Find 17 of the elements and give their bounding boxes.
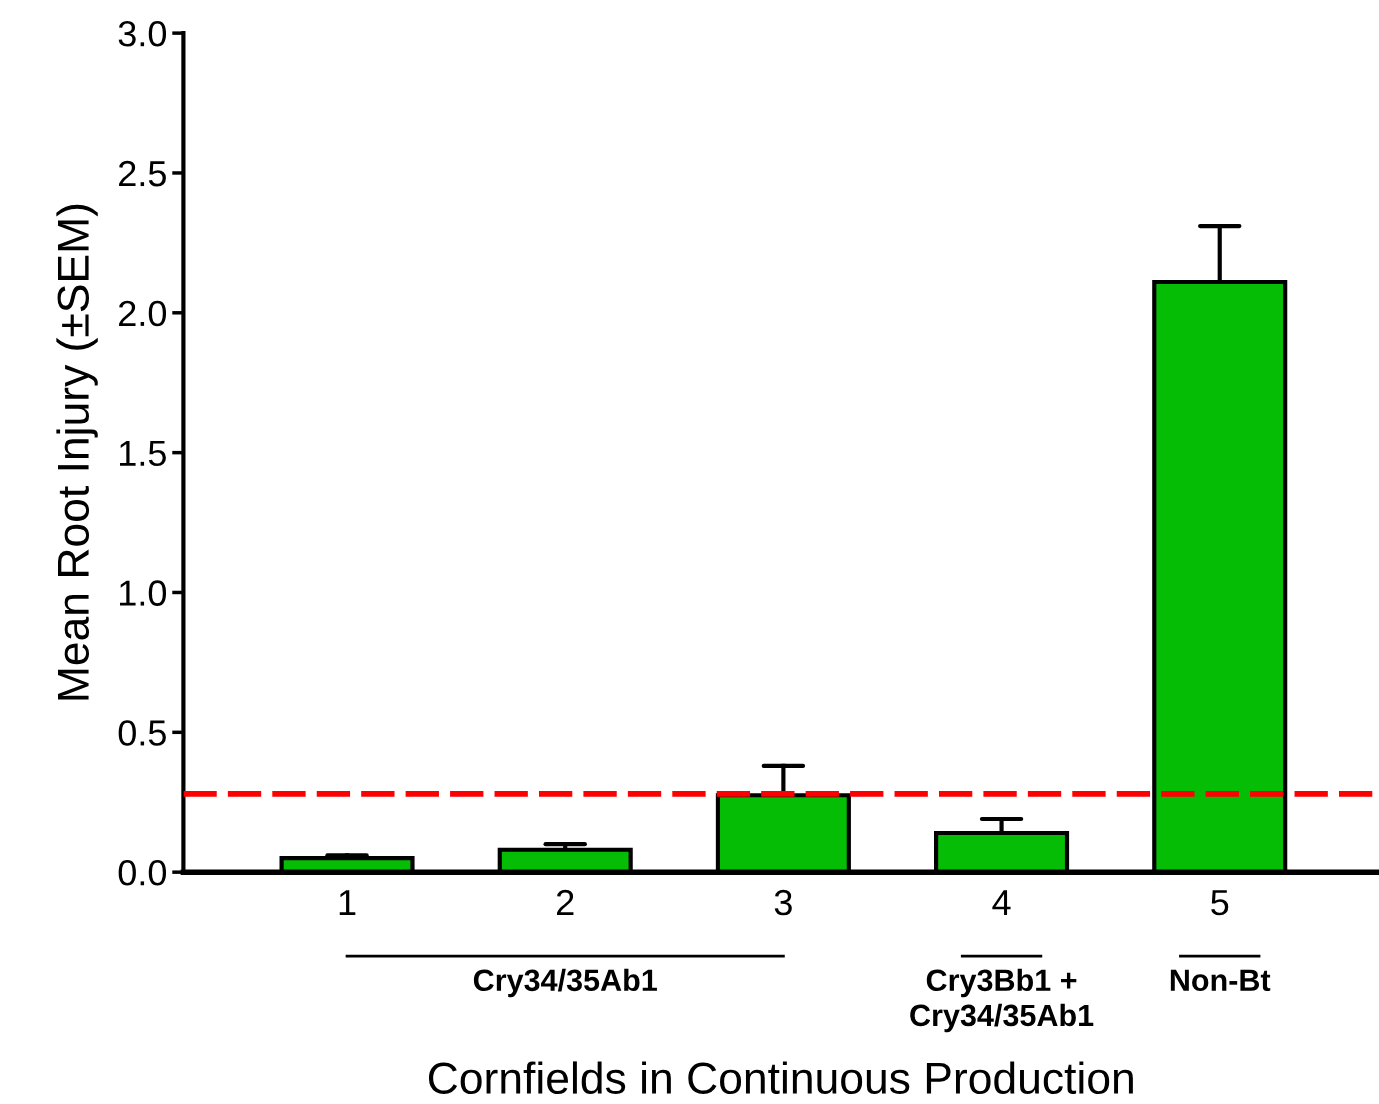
y-axis-title: Mean Root Injury (±SEM) — [56, 204, 98, 700]
x-tick-label: 4 — [992, 890, 1011, 915]
y-tick-label: 0.5 — [118, 720, 166, 746]
y-tick-label: 2.5 — [119, 160, 166, 187]
y-tick-label: 1.0 — [119, 580, 167, 606]
text: Non-Bt — [1170, 969, 1271, 992]
x-tick-label: 3 — [774, 889, 792, 916]
x-tick-label: 1 — [339, 890, 356, 915]
text: Cry34/35Ab1 — [473, 968, 657, 998]
y-tick-label: 3.0 — [118, 20, 167, 47]
y-tick-label: 2.0 — [119, 300, 167, 327]
x-axis-title: Cornfields in Continuous Production — [428, 1061, 1133, 1095]
y-tick-label: 0.0 — [118, 860, 167, 886]
text: Cry3Bb1 + Cry34/35Ab1 — [910, 968, 1094, 1033]
y-tick-label: 1.5 — [119, 440, 166, 467]
x-tick-label: 2 — [556, 889, 574, 915]
x-tick-label: 5 — [1211, 890, 1229, 916]
